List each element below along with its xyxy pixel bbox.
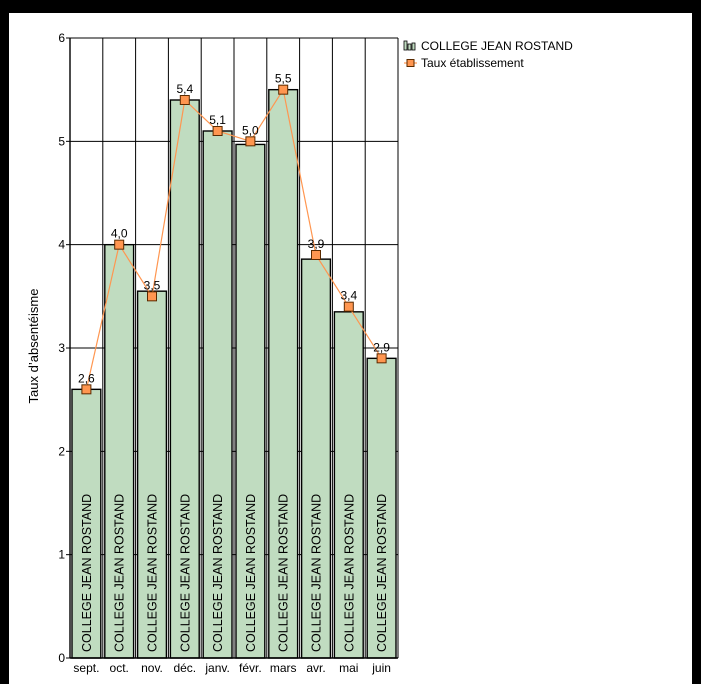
x-tick-label: oct.: [110, 661, 129, 675]
y-tick-label: 2: [58, 444, 65, 458]
bar: [300, 258, 332, 659]
legend-bar-icon: [403, 40, 408, 51]
y-axis: 0 1 2 3 4 5 6: [58, 31, 71, 665]
line-point: [147, 291, 157, 302]
data-label: 5,1: [209, 113, 226, 127]
bar-label: COLLEGE JEAN ROSTAND: [178, 494, 192, 652]
bar: [235, 143, 266, 659]
bar-label: COLLEGE JEAN ROSTAND: [310, 494, 324, 652]
data-label: 5,4: [176, 82, 193, 96]
x-axis: sept. oct. nov. déc. janv. févr. mars avr. mai ju…: [70, 657, 398, 675]
bar: [136, 290, 168, 659]
bar: [169, 99, 200, 659]
bar: [104, 243, 135, 659]
bar-label: COLLEGE JEAN ROSTAND: [113, 494, 127, 652]
bars: COLLEGE JEAN ROSTAND COLLEGE JEAN ROSTAND…: [71, 88, 397, 659]
bar-label: COLLEGE JEAN ROSTAND: [277, 494, 291, 652]
data-label: 2,9: [373, 340, 390, 354]
legend-label: Taux établissement: [421, 56, 524, 70]
frame-right-border: [692, 0, 701, 684]
data-label: 3,5: [144, 278, 161, 292]
line-point: [376, 353, 387, 364]
legend: COLLEGE JEAN ROSTAND Taux établissement: [403, 39, 573, 70]
series-line: [85, 88, 383, 390]
bar: [202, 130, 233, 659]
line-point: [343, 301, 354, 312]
line-point: [212, 126, 223, 136]
y-tick-label: 3: [58, 341, 65, 355]
legend-bar-icon: [411, 42, 416, 51]
frame-top-border: [0, 0, 701, 13]
line-point: [245, 136, 256, 147]
line-series: 2,6 4,0 3,5 5,4 5,1 5,0 5,5 3,9 3,4 2,9: [78, 72, 390, 395]
y-tick-label: 4: [58, 238, 65, 252]
bar-label: COLLEGE JEAN ROSTAND: [146, 494, 160, 652]
data-label: 5,0: [242, 123, 259, 137]
bar: [333, 311, 364, 659]
data-label: 2,6: [78, 371, 95, 385]
legend-bar-icon: [407, 43, 412, 51]
x-tick-label: avr.: [306, 661, 325, 675]
bar-label: COLLEGE JEAN ROSTAND: [244, 494, 258, 652]
x-tick-label: janv.: [204, 661, 229, 675]
data-label: 4,0: [111, 227, 128, 241]
x-tick-label: déc.: [173, 661, 196, 675]
data-label: 5,5: [275, 72, 292, 86]
bar-label: COLLEGE JEAN ROSTAND: [80, 494, 94, 652]
y-axis-label: Taux d’absentéisme: [26, 289, 41, 404]
legend-marker-icon: [406, 59, 415, 67]
y-tick-label: 1: [58, 548, 65, 562]
bar-label: COLLEGE JEAN ROSTAND: [211, 494, 225, 652]
bar: [268, 88, 299, 659]
frame-left-border: [0, 0, 9, 684]
line-point: [81, 384, 92, 395]
x-tick-label: mars: [270, 661, 297, 675]
data-label: 3,9: [308, 237, 325, 251]
x-tick-label: févr.: [239, 661, 262, 675]
bar-label: COLLEGE JEAN ROSTAND: [342, 494, 356, 652]
line-point: [114, 239, 125, 250]
x-tick-label: nov.: [141, 661, 163, 675]
x-tick-label: mai: [339, 661, 358, 675]
line-point: [179, 95, 190, 105]
legend-label: COLLEGE JEAN ROSTAND: [421, 39, 573, 53]
y-tick-label: 0: [58, 651, 65, 665]
x-tick-label: juin: [371, 661, 391, 675]
y-tick-label: 5: [58, 134, 65, 148]
y-tick-label: 6: [58, 31, 65, 45]
bar-label: COLLEGE JEAN ROSTAND: [375, 494, 389, 652]
data-label: 3,4: [340, 289, 357, 303]
line-point: [278, 84, 289, 95]
line-point: [311, 250, 321, 260]
x-tick-label: sept.: [73, 661, 99, 675]
